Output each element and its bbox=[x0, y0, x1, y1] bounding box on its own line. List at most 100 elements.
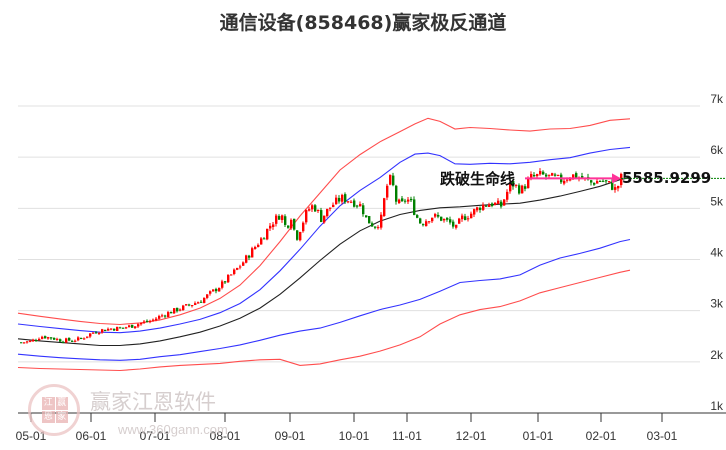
arrow-head-icon bbox=[612, 173, 621, 184]
candle-down bbox=[449, 219, 452, 223]
candle-down bbox=[278, 216, 281, 220]
candle-up bbox=[341, 194, 344, 202]
candle-up bbox=[596, 181, 599, 184]
candle-down bbox=[146, 320, 149, 322]
candle-down bbox=[224, 281, 227, 283]
candle-up bbox=[179, 309, 182, 311]
candle-up bbox=[266, 228, 269, 240]
candle-up bbox=[227, 274, 230, 283]
logo-char: 江 bbox=[42, 397, 55, 410]
candle-up bbox=[530, 174, 533, 179]
candle-up bbox=[311, 205, 314, 210]
candle-down bbox=[287, 225, 290, 228]
candle-up bbox=[77, 337, 80, 341]
candle-down bbox=[485, 205, 488, 207]
candle-down bbox=[575, 173, 578, 179]
candle-down bbox=[68, 337, 71, 341]
candle-down bbox=[62, 341, 65, 343]
candle-down bbox=[413, 199, 416, 215]
candle-up bbox=[194, 303, 197, 305]
candle-up bbox=[572, 174, 575, 180]
candle-up bbox=[161, 315, 164, 317]
candle-down bbox=[71, 340, 74, 342]
candle-up bbox=[608, 181, 611, 183]
candle-down bbox=[338, 197, 341, 202]
candle-up bbox=[47, 337, 50, 339]
candle-down bbox=[119, 327, 122, 329]
candle-down bbox=[59, 339, 62, 342]
candle-up bbox=[302, 222, 305, 232]
logo-char: 家 bbox=[55, 410, 68, 423]
candle-up bbox=[482, 204, 485, 210]
candle-up bbox=[380, 214, 383, 228]
logo-char: 恩 bbox=[42, 410, 55, 423]
candle-down bbox=[464, 216, 467, 221]
x-tick-label: 06-01 bbox=[76, 429, 107, 443]
chart-title: 通信设备(858468)赢家极反通道 bbox=[219, 12, 507, 34]
watermark-url: www.360gann.com bbox=[118, 422, 228, 437]
candle-up bbox=[563, 180, 566, 184]
candle-down bbox=[374, 226, 377, 228]
candle-down bbox=[500, 201, 503, 207]
candle-up bbox=[326, 208, 329, 217]
candle-down bbox=[284, 216, 287, 225]
candlesticks bbox=[20, 168, 623, 344]
candle-down bbox=[392, 175, 395, 186]
candle-up bbox=[527, 178, 530, 189]
y-tick-label: 3k bbox=[710, 297, 724, 311]
candle-down bbox=[446, 218, 449, 220]
candle-down bbox=[293, 218, 296, 230]
logo-char: 赢 bbox=[55, 397, 68, 410]
candle-up bbox=[458, 218, 461, 224]
candle-up bbox=[197, 302, 200, 304]
break-life-line-label: 跌破生命线 bbox=[440, 170, 516, 188]
candle-up bbox=[425, 221, 428, 227]
candle-up bbox=[548, 174, 551, 176]
candle-down bbox=[491, 203, 494, 206]
candle-up bbox=[407, 199, 410, 202]
candle-up bbox=[155, 318, 158, 321]
candle-up bbox=[377, 227, 380, 229]
candle-up bbox=[299, 231, 302, 241]
candle-up bbox=[335, 197, 338, 205]
candle-down bbox=[314, 205, 317, 212]
candle-down bbox=[554, 174, 557, 176]
candle-up bbox=[281, 215, 284, 221]
candle-down bbox=[53, 337, 56, 340]
candle-down bbox=[50, 337, 53, 339]
candle-down bbox=[599, 180, 602, 182]
candle-down bbox=[605, 180, 608, 182]
candle-down bbox=[368, 216, 371, 224]
candle-up bbox=[614, 187, 617, 190]
candle-down bbox=[344, 194, 347, 203]
candle-up bbox=[92, 332, 95, 334]
candle-down bbox=[176, 307, 179, 312]
candle-down bbox=[419, 218, 422, 224]
candle-up bbox=[461, 215, 464, 220]
candle-up bbox=[332, 204, 335, 208]
candle-up bbox=[143, 321, 146, 323]
candle-up bbox=[317, 209, 320, 211]
candle-down bbox=[44, 336, 47, 339]
candle-up bbox=[254, 246, 257, 249]
candle-up bbox=[236, 267, 239, 270]
candle-up bbox=[158, 316, 161, 319]
candle-up bbox=[185, 304, 188, 306]
candle-up bbox=[350, 201, 353, 203]
y-tick-label: 7k bbox=[710, 92, 724, 106]
candle-up bbox=[431, 217, 434, 222]
candle-down bbox=[479, 207, 482, 210]
gridlines bbox=[18, 105, 700, 363]
y-tick-label: 4k bbox=[710, 246, 724, 260]
candle-up bbox=[239, 266, 242, 268]
candle-down bbox=[248, 255, 251, 258]
candle-up bbox=[359, 204, 362, 207]
candle-up bbox=[74, 340, 77, 342]
candle-down bbox=[296, 230, 299, 240]
candle-up bbox=[539, 171, 542, 175]
x-tick-label: 12-01 bbox=[456, 429, 487, 443]
candle-up bbox=[323, 215, 326, 223]
candle-down bbox=[512, 180, 515, 187]
candle-up bbox=[167, 312, 170, 318]
candle-down bbox=[263, 238, 266, 240]
